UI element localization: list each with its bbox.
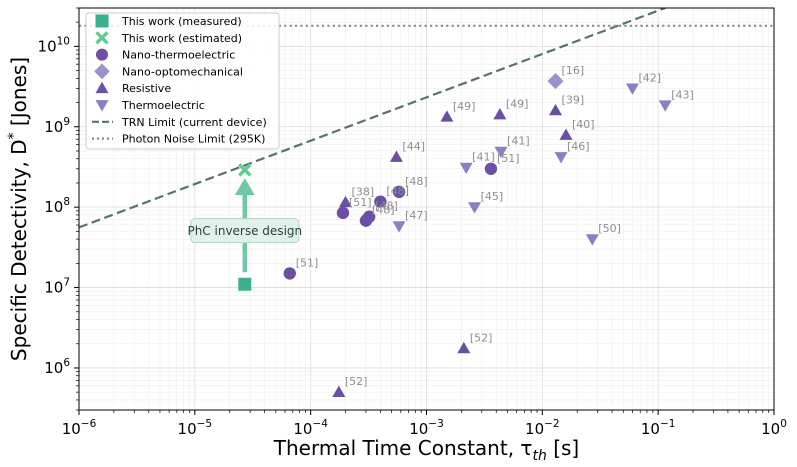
reference-label: [52] <box>345 375 368 388</box>
legend[interactable]: This work (measured) This work (estimated… <box>85 12 280 150</box>
legend-box <box>85 12 280 150</box>
reference-label: [49] <box>453 100 476 113</box>
axis-ticks: 10−6 10−5 10−4 10−3 10−2 10−1 100 106 107 108 109 1… <box>38 7 787 438</box>
reference-label: [51] <box>349 196 372 209</box>
legend-marker <box>95 100 109 112</box>
y-axis-label: Specific Detectivity, D* [Jones] <box>6 57 31 361</box>
legend-label: Nano-optomechanical <box>122 65 243 78</box>
data-point <box>493 108 507 120</box>
legend-marker <box>95 14 109 28</box>
x-axis-label: Thermal Time Constant, τth [s] <box>273 436 579 464</box>
reference-label: [48] <box>405 175 428 188</box>
y-tick-label: 108 <box>44 196 70 216</box>
y-tick-label: 1010 <box>38 35 70 55</box>
y-tick-label: 107 <box>44 277 70 297</box>
data-point <box>585 234 599 246</box>
axis-labels: Thermal Time Constant, τth [s] Specific D… <box>6 57 579 464</box>
data-point <box>332 385 346 398</box>
reference-label: [41] <box>472 151 495 164</box>
reference-label: [42] <box>638 71 661 84</box>
reference-label: [52] <box>470 331 493 344</box>
reference-label: [51] <box>296 256 319 269</box>
reference-lines <box>79 8 774 229</box>
x-tick-label: 10−2 <box>525 418 560 438</box>
legend-marker <box>96 48 108 61</box>
reference-label: [50] <box>598 222 621 235</box>
data-point <box>238 277 252 291</box>
legend-marker <box>95 81 109 94</box>
data-point <box>336 206 350 220</box>
legend-label: Resistive <box>122 82 171 95</box>
reference-label: [48] <box>386 185 409 198</box>
reference-label: [46] <box>567 140 590 153</box>
data-point <box>554 152 568 164</box>
data-point <box>549 103 563 116</box>
legend-label: Nano-thermoelectric <box>122 49 235 62</box>
y-tick-label: 106 <box>44 357 70 377</box>
data-point <box>559 128 573 140</box>
data-point <box>484 162 498 175</box>
reference-label: [51] <box>497 152 520 165</box>
data-point <box>547 73 564 90</box>
legend-marker <box>95 31 109 45</box>
legend-label: Thermoelectric <box>121 99 205 112</box>
data-point <box>238 163 252 177</box>
reference-label: [38] <box>352 185 375 198</box>
data-point <box>494 146 508 159</box>
reference-label: [39] <box>562 93 585 106</box>
annotation-box <box>190 218 300 244</box>
legend-label: TRN Limit (current device) <box>121 116 267 129</box>
reference-label: [49] <box>506 98 529 111</box>
legend-label: This work (measured) <box>121 15 242 28</box>
reference-label: [44] <box>402 140 425 153</box>
data-point <box>468 202 482 214</box>
reference-label: [41] <box>507 135 530 148</box>
x-tick-label: 10−4 <box>293 418 328 438</box>
reference-label: [45] <box>481 190 504 203</box>
data-point <box>392 221 406 233</box>
reference-label: [43] <box>671 88 694 101</box>
reference-label: [47] <box>405 209 428 222</box>
data-point <box>658 100 672 112</box>
x-tick-label: 100 <box>761 418 787 438</box>
annotation-text: PhC inverse design <box>187 224 302 238</box>
reference-labels: [51][51][48][48][48][48][51][16][52][38]… <box>296 64 694 388</box>
reference-label: [40] <box>572 118 595 131</box>
data-points <box>238 73 672 398</box>
x-tick-label: 10−5 <box>178 418 213 438</box>
trn-limit-line <box>79 8 666 229</box>
data-point <box>389 150 403 162</box>
data-point <box>392 185 406 199</box>
reference-label: [48] <box>372 204 395 217</box>
x-tick-label: 10−1 <box>641 418 676 438</box>
reference-label: [48] <box>375 200 398 213</box>
legend-marker <box>94 63 110 80</box>
data-point <box>625 83 639 95</box>
y-tick-label: 109 <box>44 116 70 136</box>
legend-label: This work (estimated) <box>121 32 242 45</box>
annotation: PhC inverse design <box>187 178 302 273</box>
x-tick-label: 10−3 <box>409 418 444 438</box>
data-point <box>459 162 473 175</box>
x-tick-label: 10−6 <box>62 418 97 438</box>
data-point <box>457 341 471 354</box>
data-point <box>440 110 454 122</box>
data-point <box>339 195 353 208</box>
reference-label: [16] <box>562 64 585 77</box>
annotation-arrowhead <box>234 178 255 196</box>
data-point <box>283 267 296 280</box>
data-point <box>362 210 376 223</box>
legend-label: Photon Noise Limit (295K) <box>122 133 265 146</box>
data-point <box>374 195 387 208</box>
